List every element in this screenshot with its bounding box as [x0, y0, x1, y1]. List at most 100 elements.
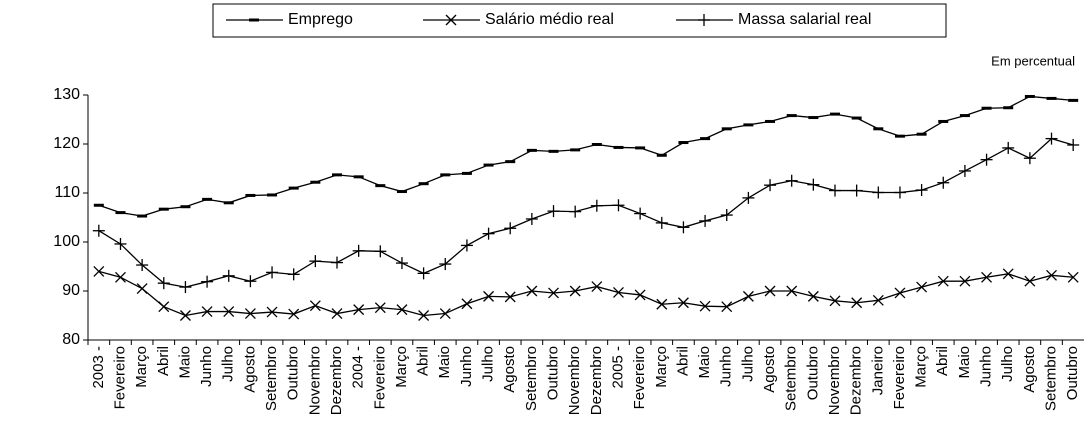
marker-stroke	[93, 265, 105, 277]
marker	[309, 300, 321, 312]
marker	[677, 221, 690, 234]
marker	[937, 176, 950, 189]
marker	[136, 283, 148, 295]
marker	[504, 222, 517, 235]
x-tick-label: Agosto	[501, 346, 518, 393]
x-tick-label: Julho	[480, 346, 497, 382]
x-tick-label: Outubro	[804, 346, 821, 400]
x-tick-label: Abril	[415, 346, 432, 376]
marker-stroke	[613, 287, 624, 298]
marker-stroke	[1067, 271, 1079, 283]
marker-stroke	[266, 306, 278, 318]
x-tick-label: Abril	[934, 346, 951, 376]
x-tick-label: Fevereiro	[891, 346, 908, 409]
marker-stroke	[288, 308, 300, 320]
marker	[872, 294, 884, 306]
marker	[244, 308, 256, 319]
marker-stroke	[461, 298, 473, 310]
marker	[418, 310, 430, 321]
x-tick-label: Junho	[198, 346, 215, 387]
marker-stroke	[959, 275, 971, 287]
marker-stroke	[309, 300, 321, 312]
marker	[309, 255, 322, 268]
marker	[829, 184, 841, 197]
marker-stroke	[721, 301, 733, 313]
marker-stroke	[699, 300, 711, 312]
marker-stroke	[677, 297, 689, 309]
marker	[483, 290, 495, 302]
marker-stroke	[548, 287, 559, 299]
marker	[179, 310, 191, 321]
marker	[266, 306, 278, 318]
marker-stroke	[201, 306, 213, 318]
x-tick-label: Dezembro	[328, 346, 345, 415]
marker	[244, 275, 257, 288]
marker-stroke	[569, 285, 581, 297]
marker	[850, 184, 863, 197]
marker	[721, 301, 733, 313]
marker	[374, 245, 387, 258]
marker-stroke	[591, 281, 603, 293]
x-tick-label: Agosto	[241, 346, 258, 393]
marker	[1002, 268, 1014, 280]
marker	[655, 216, 668, 229]
marker	[223, 306, 235, 318]
marker-stroke	[179, 310, 191, 321]
marker	[612, 199, 625, 212]
marker	[201, 306, 213, 318]
x-tick-label: Julho	[999, 346, 1016, 382]
marker-stroke	[396, 304, 408, 316]
marker-stroke	[786, 285, 798, 297]
x-tick-label: Maio	[436, 346, 453, 379]
marker-stroke	[439, 308, 451, 319]
legend-label: Salário médio real	[485, 11, 614, 28]
marker	[157, 277, 170, 290]
marker	[656, 298, 668, 310]
x-tick-label: Agosto	[1021, 346, 1038, 393]
x-tick-label: Dezembro	[848, 346, 865, 415]
marker	[504, 291, 516, 303]
marker	[634, 207, 647, 220]
x-tick-label: Novembro	[306, 346, 323, 415]
marker	[1023, 152, 1036, 165]
x-tick-label: Novembro	[566, 346, 583, 415]
x-tick-label: Junho	[458, 346, 475, 387]
x-tick-label: Março	[913, 346, 930, 388]
marker	[526, 285, 538, 297]
x-tick-label: Fevereiro	[371, 346, 388, 409]
series-line	[98, 95, 1074, 217]
marker-stroke	[742, 290, 754, 302]
x-tick-label: Fevereiro	[631, 346, 648, 409]
marker	[395, 257, 408, 270]
marker	[547, 205, 560, 218]
marker	[958, 164, 971, 177]
marker-stroke	[223, 306, 235, 318]
marker	[807, 178, 820, 191]
y-tick-label: 100	[53, 233, 80, 250]
x-tick-label: Julho	[739, 346, 756, 382]
x-tick-label: Setembro	[263, 346, 280, 411]
x-tick-label: 2004 -	[350, 346, 367, 389]
x-tick-label: Março	[393, 346, 410, 388]
marker	[569, 285, 581, 297]
marker	[699, 214, 712, 227]
marker	[374, 302, 386, 314]
marker	[786, 285, 798, 297]
marker	[764, 179, 777, 192]
marker-stroke	[916, 281, 928, 293]
marker	[634, 289, 646, 301]
x-tick-label: Maio	[176, 346, 193, 379]
marker	[158, 301, 170, 313]
marker-stroke	[851, 297, 863, 309]
marker	[114, 237, 127, 250]
marker	[331, 256, 343, 269]
marker	[677, 297, 689, 309]
x-tick-label: Junho	[718, 346, 735, 387]
y-tick-label: 80	[62, 331, 80, 348]
marker	[461, 298, 473, 310]
annotation: Em percentual	[991, 53, 1075, 68]
x-tick-label: Junho	[978, 346, 995, 387]
marker	[548, 287, 559, 299]
marker	[959, 275, 971, 287]
x-tick-label: Outubro	[544, 346, 561, 400]
